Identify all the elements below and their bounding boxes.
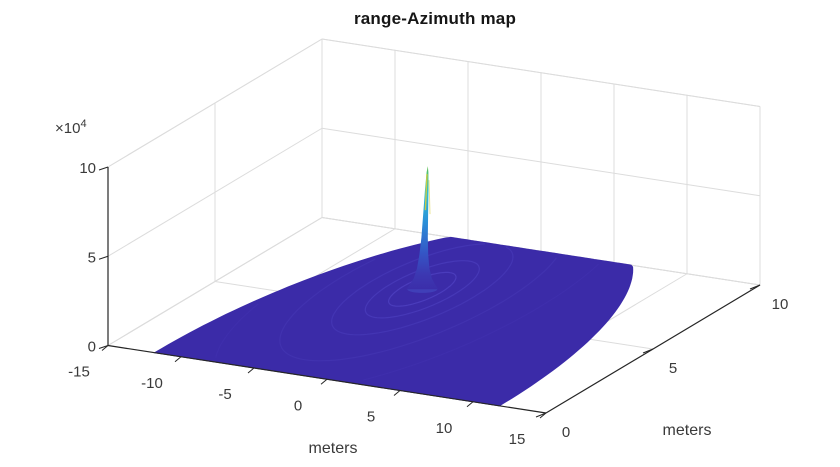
x-tick-mark [247,367,255,374]
spike-highlight-left [424,174,428,211]
chart-title: range-Azimuth map [353,9,517,28]
wall-grid-z [321,127,761,197]
x-tick-mark [174,356,182,363]
ripple-ring [215,263,600,381]
peak-spike [406,166,439,290]
y-tick-label: 0 [562,424,570,441]
x-tick-label: -10 [141,375,163,392]
z-axis-multiplier-base: ×10 [55,120,81,137]
x-tick-mark [466,401,474,408]
wall-grid-z [107,127,323,257]
z-axis-multiplier-exponent: 4 [80,118,87,130]
x-tick-mark [320,378,328,385]
y-tick-label: 5 [669,360,677,377]
z-tick-mark [98,166,109,171]
y-axis-label: meters [662,422,712,439]
x-tick-label: 10 [436,420,453,437]
z-tick-mark [98,345,109,349]
z-tick-mark [98,255,109,260]
wall-grid-z [107,38,323,168]
tick-labels: -15 -10 -5 0 5 10 15 0 5 10 0 5 10 [68,160,788,448]
x-tick-label: 15 [509,431,526,448]
y-tick-mark [535,412,547,418]
z-tick-label: 10 [79,160,96,177]
y-tick-mark [642,348,654,354]
surface-dome [153,236,634,407]
z-tick-label: 5 [88,249,96,266]
x-tick-label: 5 [367,409,375,426]
x-axis-label: meters [308,440,358,457]
x-tick-mark [393,390,401,396]
ripple-ring [279,257,557,362]
z-tick-label: 0 [88,339,96,356]
ripple-ring [388,271,457,307]
spike-highlight-right [428,180,431,215]
x-tick-label: -15 [68,364,90,381]
y-tick-mark [749,284,761,290]
x-tick-label: -5 [218,386,231,403]
wall-grid-z [321,38,761,107]
ripple-ring [364,260,480,319]
surface-group [153,166,634,407]
z-axis-multiplier: ×104 [55,118,87,137]
y-tick-label: 10 [772,296,789,313]
x-tick-label: 0 [294,397,302,414]
axes [98,166,761,419]
